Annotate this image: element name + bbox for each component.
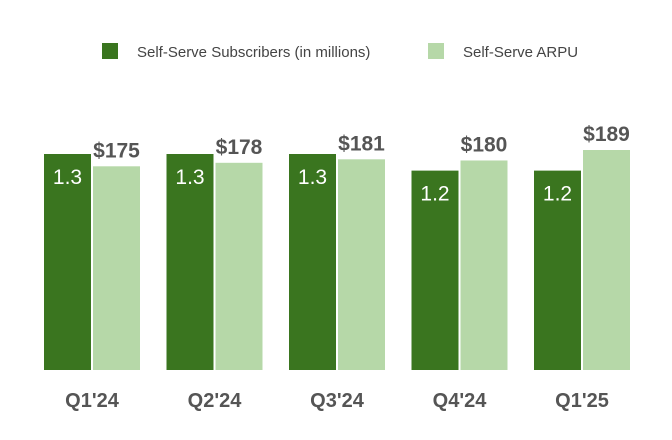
bar-arpu-2 (338, 159, 385, 370)
legend-item-arpu: Self-Serve ARPU (428, 43, 578, 61)
legend-label-subscribers: Self-Serve Subscribers (in millions) (137, 44, 370, 61)
bar-subscribers-4 (534, 170, 581, 370)
category-label-0: Q1'24 (65, 390, 120, 412)
bar-subscribers-3 (411, 170, 459, 370)
category-label-3: Q4'24 (433, 390, 488, 412)
data-label-subscribers-4: 1.2 (543, 183, 572, 206)
category-label-4: Q1'25 (555, 390, 609, 412)
bar-labels: 1.3 $175 1.3 $178 1.3 $181 1.2 $180 1.2 $189 (53, 123, 630, 206)
data-label-arpu-1: $178 (216, 136, 263, 159)
data-label-subscribers-1: 1.3 (175, 166, 204, 189)
bar-arpu-4 (583, 150, 630, 370)
bar-subscribers-2 (289, 154, 336, 370)
legend-label-arpu: Self-Serve ARPU (463, 44, 578, 61)
data-label-subscribers-3: 1.2 (420, 183, 449, 206)
legend: Self-Serve Subscribers (in millions) Sel… (102, 43, 578, 61)
data-label-arpu-3: $180 (461, 133, 508, 156)
category-label-2: Q3'24 (310, 390, 365, 412)
bar-arpu-1 (215, 162, 263, 370)
legend-item-subscribers: Self-Serve Subscribers (in millions) (102, 43, 370, 61)
legend-swatch-subscribers (102, 43, 118, 59)
data-label-arpu-2: $181 (338, 132, 385, 155)
data-label-arpu-4: $189 (583, 123, 630, 146)
legend-swatch-arpu (428, 43, 444, 59)
bar-arpu-3 (460, 160, 508, 370)
data-label-subscribers-2: 1.3 (298, 166, 327, 189)
data-label-subscribers-0: 1.3 (53, 166, 82, 189)
category-labels: Q1'24 Q2'24 Q3'24 Q4'24 Q1'25 (65, 390, 609, 412)
bars (44, 150, 630, 370)
bar-subscribers-0 (44, 154, 91, 370)
bar-subscribers-1 (166, 154, 214, 370)
bar-arpu-0 (93, 166, 140, 370)
category-label-1: Q2'24 (188, 390, 243, 412)
data-label-arpu-0: $175 (93, 139, 140, 162)
